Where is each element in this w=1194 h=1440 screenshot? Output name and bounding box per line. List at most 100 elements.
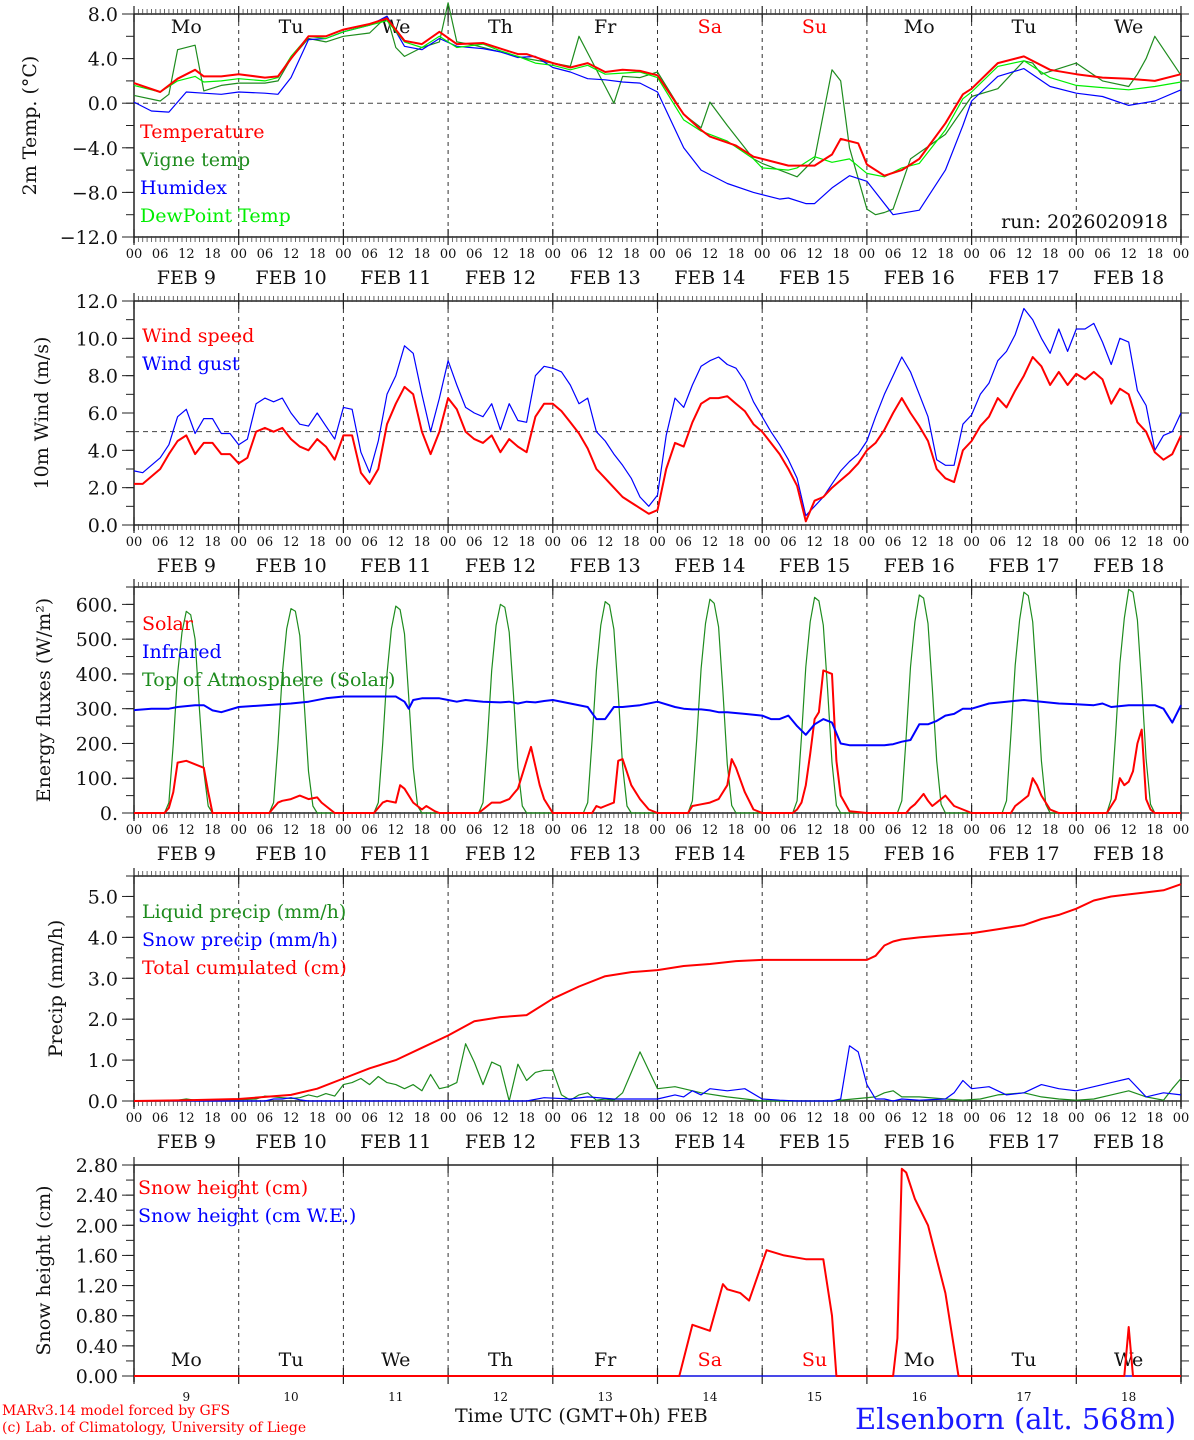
hour-tick-label: 12 [702,535,719,550]
hour-tick-label: 00 [963,1111,980,1126]
weekday-label: Sa [698,1349,722,1371]
hour-tick-label: 06 [1094,247,1111,262]
hour-tick-label: 18 [1147,823,1164,838]
day-number-label: 17 [1016,1390,1031,1404]
y-tick-label: 200. [76,733,118,755]
day-number-label: 9 [183,1390,191,1404]
hour-tick-label: 12 [387,823,404,838]
hour-tick-label: 06 [990,247,1007,262]
panel-wind: 00 06 12 18 FEB 9 00 06 12 18 FEB 10 00 06 12 18 FEB 1… [31,291,1189,577]
hour-tick-label: 18 [1042,535,1059,550]
series-line-snow-precip-mm-h- [134,1045,1182,1102]
y-tick-label: 600. [76,594,118,616]
y-tick-label: 3.0 [88,968,118,990]
hour-tick-label: 00 [1173,823,1190,838]
y-axis-label: Snow height (cm) [33,1185,55,1355]
day-label: FEB 15 [779,555,850,577]
series-line-humidex [133,15,1182,216]
hour-tick-label: 00 [230,535,247,550]
hour-tick-label: 18 [1042,247,1059,262]
day-label: FEB 10 [255,555,326,577]
weekday-label: Th [488,1349,513,1371]
day-label: FEB 10 [255,267,326,289]
day-label: FEB 14 [674,555,745,577]
hour-tick-label: 06 [152,247,169,262]
hour-tick-label: 18 [937,1111,954,1126]
panel-temperature: 00 06 12 18 FEB 9 00 06 12 18 FEB 10 00 06 12 18 FEB 1… [19,2,1189,289]
hour-tick-label: 00 [649,535,666,550]
hour-tick-label: 06 [780,535,797,550]
hour-tick-label: 18 [414,823,431,838]
y-tick-label: 2.00 [76,1215,118,1237]
hour-tick-label: 00 [335,823,352,838]
hour-tick-label: 18 [518,247,535,262]
hour-tick-label: 18 [1147,1111,1164,1126]
hour-tick-label: 12 [178,535,195,550]
day-label: FEB 18 [1093,555,1164,577]
y-tick-label: 0.80 [76,1306,118,1328]
hour-tick-label: 06 [257,247,274,262]
legend-entry: Snow height (cm) [138,1177,308,1199]
panel-energy: 00 06 12 18 FEB 9 00 06 12 18 FEB 10 00 06 12 18 FEB 1… [33,579,1189,865]
hour-tick-label: 18 [728,535,745,550]
hour-tick-label: 18 [728,1111,745,1126]
day-label: FEB 15 [779,843,850,865]
hour-tick-label: 12 [597,247,614,262]
hour-tick-label: 18 [204,1111,221,1126]
hour-tick-label: 12 [1016,1111,1033,1126]
day-label: FEB 16 [884,267,955,289]
hour-tick-label: 12 [178,1111,195,1126]
series-line-infrared [133,695,1182,747]
credit-lab: (c) Lab. of Climatology, University of L… [2,1420,307,1436]
hour-tick-label: 06 [466,823,483,838]
weekday-label: Su [802,1349,827,1371]
weekday-label: Mo [904,16,935,38]
series-line-dewpoint-temp [133,20,1182,178]
hour-tick-label: 00 [859,247,876,262]
hour-tick-label: 12 [911,823,928,838]
hour-tick-label: 12 [492,823,509,838]
y-tick-label: 1.0 [88,1050,118,1072]
credits-block: MARv3.14 model forced by GFS (c) Lab. of… [2,1403,306,1437]
y-tick-label: −12.0 [60,227,118,249]
day-label: FEB 9 [157,555,216,577]
hour-tick-label: 06 [257,1111,274,1126]
day-number-label: 12 [493,1390,508,1404]
hour-tick-label: 00 [1173,535,1190,550]
y-tick-label: 4.0 [88,440,118,462]
y-tick-label: 300. [76,699,118,721]
hour-tick-label: 18 [937,247,954,262]
hour-tick-label: 18 [309,1111,326,1126]
hour-tick-label: 12 [178,247,195,262]
legend-entry: Total cumulated (cm) [142,957,347,979]
weekday-label: We [381,1349,410,1371]
y-tick-label: 0.0 [88,515,118,537]
legend-entry: Snow precip (mm/h) [142,929,338,951]
hour-tick-label: 12 [597,1111,614,1126]
hour-tick-label: 18 [623,535,640,550]
hour-tick-label: 18 [204,247,221,262]
hour-tick-label: 00 [545,1111,562,1126]
hour-tick-label: 18 [414,247,431,262]
day-number-label: 10 [283,1390,298,1404]
day-label: FEB 15 [779,267,850,289]
hour-tick-label: 12 [283,535,300,550]
time-axis-label: Time UTC (GMT+0h) FEB [455,1405,708,1427]
hour-tick-label: 06 [361,247,378,262]
y-tick-label: 1.20 [76,1276,118,1298]
y-tick-label: 6.0 [88,403,118,425]
y-tick-label: 0.00 [76,1366,118,1388]
hour-tick-label: 18 [204,535,221,550]
hour-tick-label: 18 [832,1111,849,1126]
series-line-wind-speed [134,356,1182,523]
day-label: FEB 12 [465,267,536,289]
y-tick-label: 8.0 [88,4,118,26]
hour-tick-label: 00 [126,1111,143,1126]
day-label: FEB 14 [674,267,745,289]
hour-tick-label: 00 [963,823,980,838]
hour-tick-label: 00 [126,823,143,838]
hour-tick-label: 06 [885,535,902,550]
day-label: FEB 14 [674,843,745,865]
weekday-label: Tu [279,16,304,38]
weekday-label: Mo [171,1349,202,1371]
